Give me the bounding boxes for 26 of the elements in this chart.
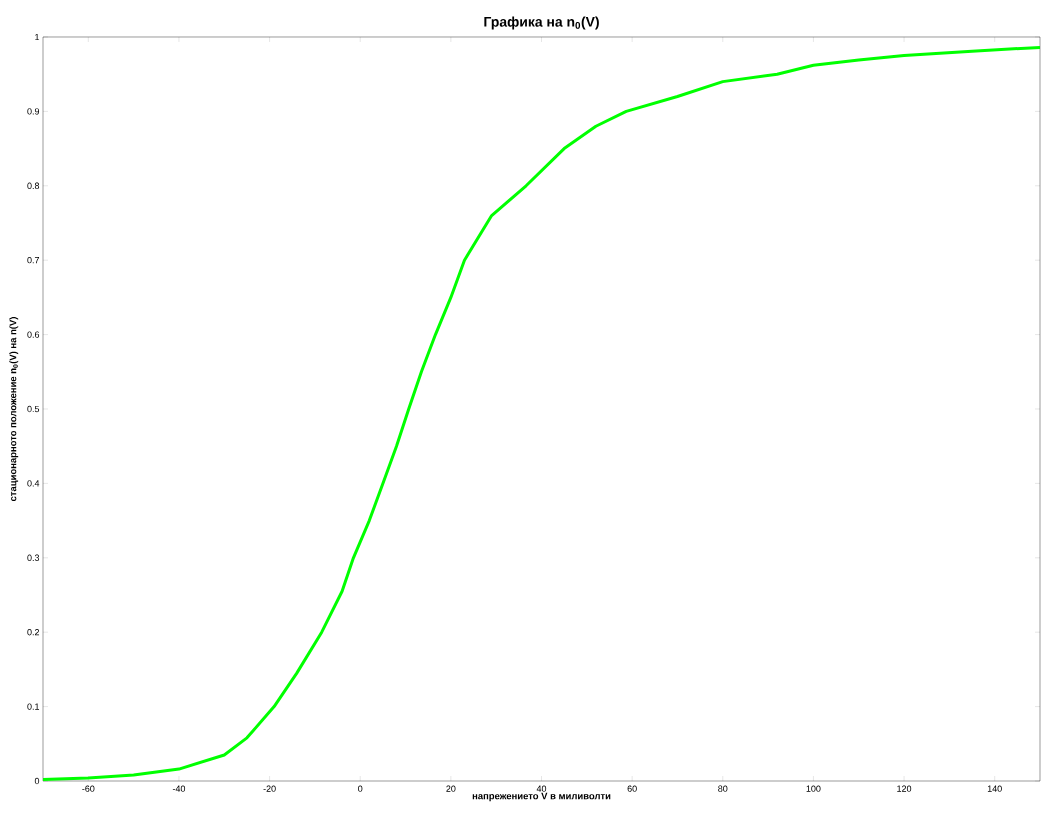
x-tick-label: 60 bbox=[627, 785, 637, 792]
y-tick-label: 0.2 bbox=[27, 629, 40, 636]
x-tick-label: 80 bbox=[718, 785, 728, 792]
x-axis-title: напрежението V в миливолти bbox=[472, 792, 611, 802]
x-tick-label: 120 bbox=[897, 785, 912, 792]
x-tick-label: -20 bbox=[263, 785, 276, 792]
y-tick-label: 0.6 bbox=[27, 331, 40, 338]
chart-title: Графика на n$_{0}$(V) bbox=[484, 16, 599, 30]
y-tick-label: 0.8 bbox=[27, 182, 40, 189]
x-tick-label: 20 bbox=[446, 785, 456, 792]
y-tick-label: 0.5 bbox=[27, 405, 40, 413]
x-tick-label: 0 bbox=[358, 785, 363, 792]
y-tick-label: 0.4 bbox=[27, 480, 40, 487]
line-series bbox=[43, 45, 1041, 781]
y-tick-label: 0 bbox=[34, 777, 40, 785]
y-tick-label: 0.9 bbox=[27, 108, 40, 115]
x-tick-label: 40 bbox=[536, 785, 547, 792]
x-tick-label: 140 bbox=[987, 785, 1002, 792]
y-tick-label: 0.3 bbox=[27, 554, 40, 561]
y-tick-label: 1 bbox=[35, 33, 40, 41]
y-axis-title: стационарното положение n$_{0}$(V) на n(V) bbox=[9, 317, 19, 502]
y-tick-label: 0.1 bbox=[27, 703, 40, 710]
x-tick-label: 100 bbox=[806, 785, 821, 792]
y-tick-label: 0.7 bbox=[27, 257, 40, 264]
x-tick-label: -60 bbox=[82, 785, 95, 792]
x-tick-label: -40 bbox=[172, 785, 186, 792]
